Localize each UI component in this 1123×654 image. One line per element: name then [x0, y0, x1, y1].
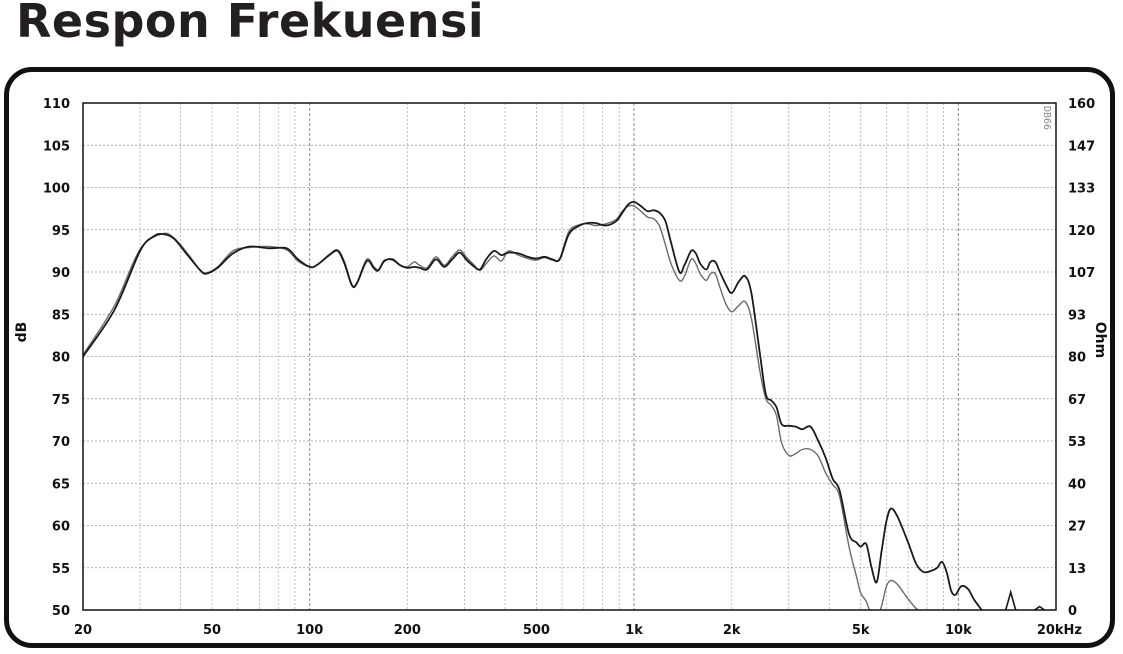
y2-tick-label: 67 — [1068, 393, 1086, 408]
response-spike — [1034, 605, 1046, 611]
x-tick-label: 200 — [394, 623, 421, 638]
series-line-response-dark — [83, 200, 983, 610]
y-tick-label: 95 — [52, 224, 70, 239]
x-tick-label: 5k — [852, 623, 870, 638]
y-tick-label: 75 — [52, 393, 70, 408]
series-layer — [83, 200, 1046, 611]
y-tick-label: 55 — [52, 562, 70, 577]
y2-tick-label: 107 — [1068, 266, 1095, 281]
y-tick-label: 50 — [52, 604, 70, 619]
y2-tick-label: 80 — [1068, 351, 1086, 366]
y2-tick-label: 133 — [1068, 182, 1095, 197]
y-tick-label: 100 — [43, 182, 70, 197]
y-tick-label: 60 — [52, 520, 70, 535]
watermark-text: DB66 — [1041, 106, 1052, 130]
y-tick-label: 90 — [52, 266, 70, 281]
x-tick-label: 2k — [723, 623, 741, 638]
y2-tick-label: 147 — [1068, 139, 1095, 154]
series-line-response-gray — [83, 204, 920, 610]
x-tick-label: 1k — [625, 623, 643, 638]
response-spike — [1004, 589, 1017, 611]
major-gridlines — [309, 103, 959, 610]
x-tick-label: 100 — [296, 623, 323, 638]
y2-tick-label: 53 — [1068, 435, 1086, 450]
y2-tick-label: 27 — [1068, 520, 1086, 535]
y2-axis-label: Ohm — [1092, 322, 1108, 358]
x-tick-label: 20 — [74, 623, 92, 638]
y-tick-label: 105 — [43, 139, 70, 154]
y-tick-label: 85 — [52, 308, 70, 323]
y2-tick-label: 13 — [1068, 562, 1086, 577]
plot-border — [82, 102, 1057, 611]
y2-tick-label: 160 — [1068, 97, 1095, 112]
y-tick-label: 110 — [43, 97, 70, 112]
y-tick-label: 70 — [52, 435, 70, 450]
x-tick-label: 20kHz — [1037, 623, 1082, 638]
x-tick-label: 10k — [945, 623, 972, 638]
y2-tick-label: 120 — [1068, 224, 1095, 239]
y2-tick-labels: 0 13 27 40 53 67 80 93 107 120 133 147 160 — [1068, 97, 1095, 619]
minor-gridlines — [83, 103, 1056, 610]
y-axis-label: dB — [14, 322, 30, 343]
x-tick-label: 50 — [203, 623, 221, 638]
x-tick-labels: 20 50 100 200 500 1k 2k 5k 10k 20kHz — [74, 623, 1082, 638]
page-title: Respon Frekuensi — [16, 0, 485, 48]
y-tick-label: 80 — [52, 351, 70, 366]
chart-frame — [4, 67, 1115, 648]
y2-tick-label: 93 — [1068, 308, 1086, 323]
y2-tick-label: 0 — [1068, 604, 1077, 619]
y-tick-labels: 50 55 60 65 70 75 80 85 90 95 100 105 110 — [43, 97, 70, 619]
y2-tick-label: 40 — [1068, 477, 1086, 492]
x-tick-label: 500 — [523, 623, 550, 638]
y-tick-label: 65 — [52, 477, 70, 492]
